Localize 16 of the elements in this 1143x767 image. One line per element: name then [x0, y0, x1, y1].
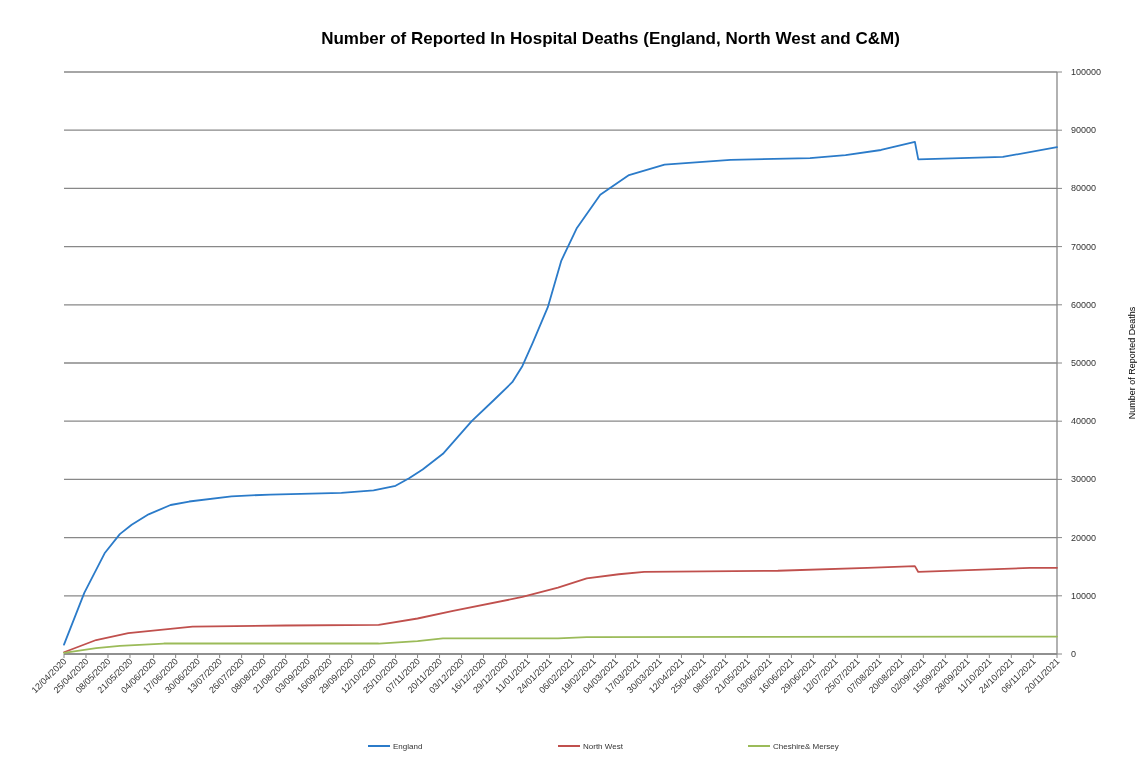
y-tick-label: 20000	[1071, 532, 1097, 543]
y-tick-label: 30000	[1071, 474, 1097, 485]
y-tick-label: 50000	[1071, 358, 1097, 368]
chart-title: Number of Reported In Hospital Deaths (England, North West and C&M)	[321, 29, 900, 48]
legend-label: Cheshire& Mersey	[773, 742, 839, 751]
legend-label: England	[393, 742, 423, 751]
y-tick-label: 90000	[1071, 125, 1097, 136]
y-tick-label: 100000	[1071, 67, 1102, 77]
y-tick-label: 80000	[1071, 183, 1097, 194]
y-tick-label: 10000	[1071, 590, 1097, 601]
y-tick-label: 60000	[1071, 299, 1097, 310]
y-tick-label: 70000	[1071, 241, 1097, 252]
y-tick-label: 40000	[1071, 416, 1097, 427]
y-axis-title: Number of Reported Deaths	[1127, 306, 1137, 420]
legend-label: North West	[583, 742, 624, 751]
y-tick-label: 0	[1071, 649, 1077, 659]
